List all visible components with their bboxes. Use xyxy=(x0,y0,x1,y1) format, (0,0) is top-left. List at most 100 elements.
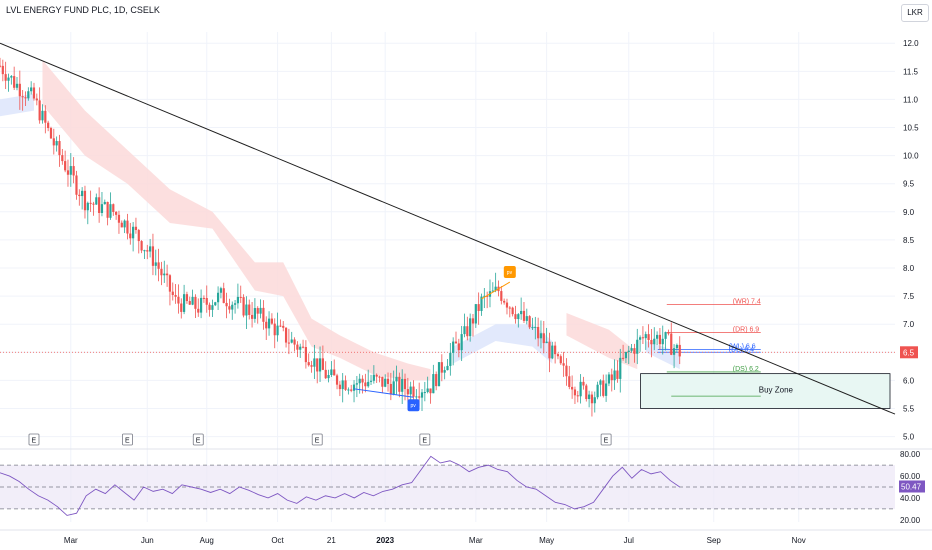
trendline-line xyxy=(0,42,896,415)
pivot-high-label: pv xyxy=(507,270,513,276)
candle-body xyxy=(463,326,466,335)
candle-body xyxy=(522,310,526,321)
level-label: (DR) 6.9 xyxy=(733,327,760,334)
candle-body xyxy=(471,318,475,324)
candle-body xyxy=(273,323,276,336)
price-tick-label: 12.0 xyxy=(903,39,919,48)
candle-body xyxy=(588,394,591,400)
candle-body xyxy=(250,314,254,319)
candle-body xyxy=(171,291,174,296)
candle-body xyxy=(641,337,645,339)
earnings-marker-label: E xyxy=(125,438,130,445)
candle-body xyxy=(358,378,361,384)
candle-body xyxy=(262,307,265,322)
candle-body xyxy=(636,339,639,354)
earnings-marker-label: E xyxy=(315,438,320,445)
candles xyxy=(0,57,681,417)
candle-body xyxy=(41,110,44,121)
candle-body xyxy=(678,344,681,357)
currency-button[interactable]: LKR xyxy=(901,4,929,22)
candle-body xyxy=(231,304,234,310)
candle-body xyxy=(548,341,551,359)
candle-body xyxy=(505,302,509,308)
candle-body xyxy=(624,351,628,359)
candle-body xyxy=(647,334,650,340)
candle-body xyxy=(386,378,390,384)
candle-body xyxy=(537,326,540,339)
candle-body xyxy=(61,155,64,162)
candle-body xyxy=(279,325,282,327)
candle-body xyxy=(32,87,36,99)
candle-body xyxy=(401,378,404,392)
candle-body xyxy=(672,348,676,355)
pivot-low-line xyxy=(353,388,414,398)
candle-body xyxy=(539,333,543,339)
earnings-marker xyxy=(311,433,323,446)
buy-zone-box xyxy=(640,373,891,409)
candle-body xyxy=(335,375,339,385)
candle-body xyxy=(630,348,633,351)
pivot-markers: pv pv xyxy=(353,266,516,412)
earnings-marker xyxy=(28,433,40,446)
candle-body xyxy=(477,304,480,311)
candle-body xyxy=(412,386,415,397)
pivot-low-marker xyxy=(407,399,420,412)
chart-title: LVL ENERGY FUND PLC, 1D, CSELK xyxy=(6,5,160,15)
candle-body xyxy=(89,202,92,204)
candle-body xyxy=(511,307,514,315)
candle-body xyxy=(120,222,123,228)
candle-body xyxy=(106,201,109,218)
rsi-tick-label: 40.00 xyxy=(900,494,921,503)
candle-body xyxy=(202,297,206,299)
candle-body xyxy=(13,76,16,88)
candle-body xyxy=(242,297,245,316)
candle-body xyxy=(103,201,106,205)
candle-body xyxy=(1,65,4,75)
candle-body xyxy=(310,365,313,367)
candle-body xyxy=(446,365,449,371)
candle-body xyxy=(267,318,271,329)
candle-body xyxy=(675,344,679,349)
candle-body xyxy=(248,304,251,315)
candle-body xyxy=(259,307,262,314)
candle-body xyxy=(18,83,21,97)
candle-body xyxy=(571,386,574,390)
candle-body xyxy=(149,246,152,252)
candle-body xyxy=(644,334,647,339)
candle-body xyxy=(222,288,225,303)
candle-body xyxy=(66,170,70,175)
candle-body xyxy=(290,339,293,343)
candle-body xyxy=(194,296,197,309)
candle-body xyxy=(58,141,61,156)
candle-body xyxy=(154,262,157,266)
candle-body xyxy=(132,226,135,239)
candle-body xyxy=(378,376,381,378)
candle-body xyxy=(395,376,398,382)
candle-body xyxy=(406,389,409,395)
candle-body xyxy=(7,77,10,81)
candle-body xyxy=(293,339,296,345)
price-tick-label: 5.0 xyxy=(903,433,915,442)
trendline xyxy=(0,42,896,415)
candle-body xyxy=(443,370,446,373)
candle-body xyxy=(0,65,2,67)
candle-body xyxy=(409,386,412,395)
candle-body xyxy=(160,268,163,276)
candle-body xyxy=(313,358,316,367)
candle-body xyxy=(392,381,395,395)
candle-body xyxy=(270,318,273,324)
bullish-cloud xyxy=(453,324,553,364)
rsi-value-tag xyxy=(899,480,925,493)
candle-body xyxy=(253,308,257,319)
candle-body xyxy=(556,354,560,357)
candle-body xyxy=(435,374,438,387)
candle-body xyxy=(440,362,443,373)
candle-body xyxy=(452,341,455,353)
candle-body xyxy=(565,365,568,377)
candle-body xyxy=(157,262,160,269)
candle-body xyxy=(324,369,327,379)
candle-body xyxy=(568,376,571,387)
candle-body xyxy=(483,295,486,297)
candle-body xyxy=(182,294,186,312)
candle-body xyxy=(361,378,364,383)
